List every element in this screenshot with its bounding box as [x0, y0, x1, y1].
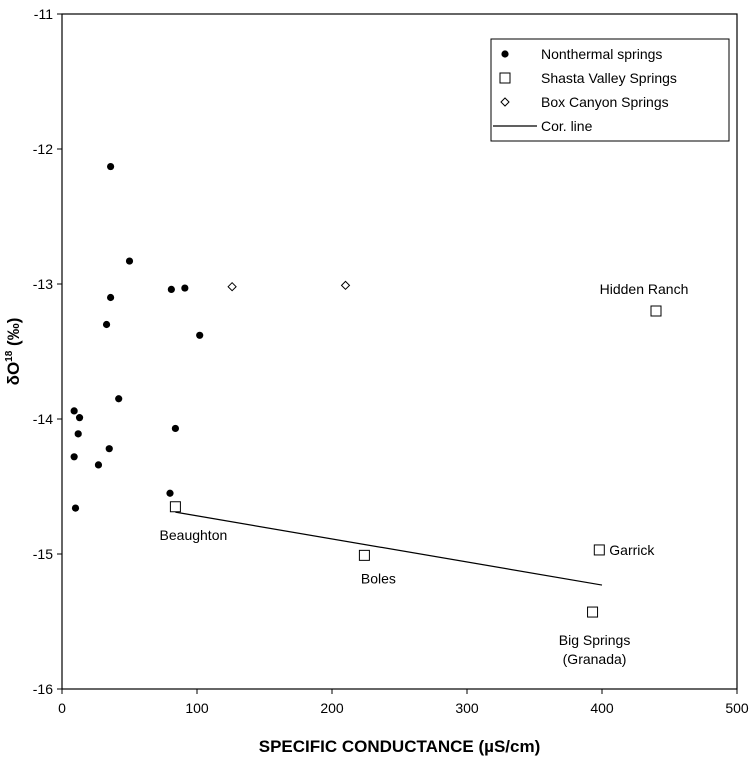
- data-point-filled-circle: [70, 453, 78, 461]
- legend-label: Cor. line: [541, 118, 593, 134]
- x-tick-label: 300: [455, 700, 479, 716]
- data-point-filled-circle: [102, 320, 111, 329]
- data-point-filled-circle: [181, 284, 189, 292]
- point-label: Garrick: [609, 542, 655, 558]
- legend-swatch-open-square: [499, 72, 511, 84]
- point-label: Hidden Ranch: [600, 281, 689, 297]
- y-tick-label: -15: [33, 546, 53, 562]
- data-point-filled-circle: [71, 504, 80, 512]
- data-marks: [70, 162, 662, 618]
- y-tick-label: -12: [33, 141, 53, 157]
- legend: Nonthermal springs Shasta Valley Springs B…: [490, 38, 730, 142]
- legend-swatch-filled-circle: [501, 50, 509, 58]
- legend-box: [490, 38, 730, 142]
- data-point-open-diamond: [340, 280, 351, 291]
- x-tick-label: 500: [725, 700, 749, 716]
- data-point-filled-circle: [105, 445, 113, 453]
- x-axis-title: SPECIFIC CONDUCTANCE (µS/cm): [259, 737, 541, 756]
- point-label-secondary: (Granada): [563, 651, 627, 667]
- data-point-filled-circle: [167, 285, 175, 293]
- data-point-filled-circle: [166, 489, 174, 497]
- point-label: Beaughton: [160, 527, 228, 543]
- y-tick-label: -16: [33, 681, 53, 697]
- x-tick-label: 0: [58, 700, 66, 716]
- x-tick-label: 200: [320, 700, 344, 716]
- legend-label: Nonthermal springs: [541, 46, 662, 62]
- data-point-filled-circle: [125, 257, 134, 265]
- legend-label: Box Canyon Springs: [541, 94, 669, 110]
- y-tick-label: -13: [33, 276, 53, 292]
- x-tick-label: 400: [590, 700, 614, 716]
- legend-swatch-open-diamond: [500, 97, 510, 107]
- data-point-open-diamond: [227, 281, 237, 292]
- data-point-open-square: [650, 305, 662, 317]
- data-point-filled-circle: [171, 424, 179, 433]
- data-point-open-square: [169, 501, 181, 513]
- data-point-filled-circle: [75, 414, 84, 422]
- point-annotations: Beaughton Boles Garrick Big Springs (Granada…: [160, 281, 689, 667]
- point-label: Big Springs: [559, 632, 631, 648]
- x-axis: 0 100 200 300 400 500: [58, 689, 749, 716]
- data-point-filled-circle: [70, 407, 78, 415]
- y-axis-title: δO18 (‰): [4, 318, 23, 386]
- y-tick-label: -11: [34, 6, 53, 22]
- data-point-filled-circle: [74, 430, 82, 438]
- data-point-filled-circle: [107, 162, 115, 171]
- data-point-open-square: [587, 606, 599, 618]
- y-axis: -11 -12 -13 -14 -15 -16: [33, 6, 62, 697]
- point-label: Boles: [361, 570, 396, 586]
- plot-area: [61, 13, 738, 690]
- data-point-filled-circle: [94, 461, 103, 469]
- data-point-open-square: [358, 549, 370, 561]
- legend-label: Shasta Valley Springs: [541, 70, 677, 86]
- data-point-filled-circle: [107, 293, 115, 302]
- legend-items: Nonthermal springs Shasta Valley Springs B…: [493, 46, 677, 134]
- y-tick-label: -14: [33, 411, 53, 427]
- x-tick-label: 100: [185, 700, 209, 716]
- y-axis-title-superscript: 18: [4, 350, 15, 362]
- data-point-open-square: [593, 544, 605, 556]
- correlation-line: [175, 511, 603, 586]
- data-point-filled-circle: [115, 395, 123, 403]
- data-point-filled-circle: [196, 331, 204, 339]
